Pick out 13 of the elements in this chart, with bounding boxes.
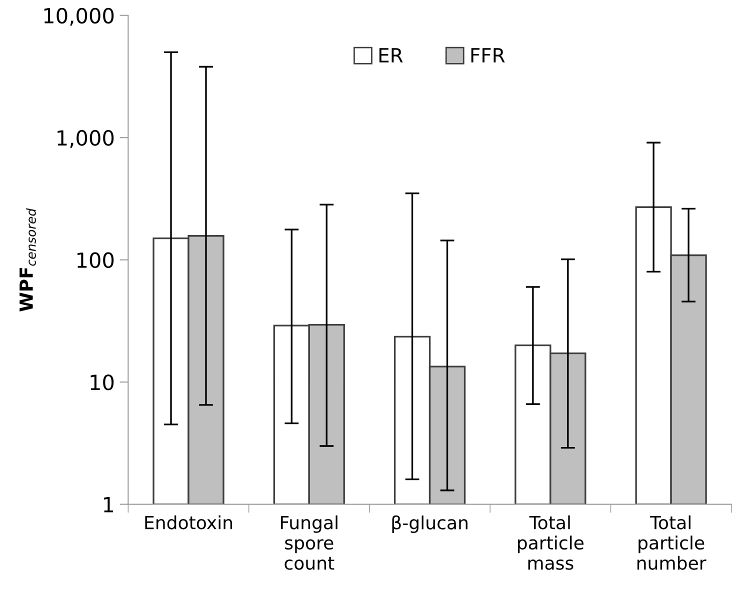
x-tick-label: β-glucan (392, 515, 468, 533)
x-tick-label: Total particle mass (518, 515, 584, 570)
y-tick-label: 100 (78, 252, 114, 268)
y-tick-label: 10 (90, 374, 114, 390)
y-tick-label: 1 (104, 497, 114, 512)
x-tick-label: Total particle number (637, 515, 706, 570)
legend-label: FFR (471, 48, 505, 62)
y-axis-title: WPF$_{censored}$ (20, 208, 36, 312)
y-tick-label: 10,000 (44, 8, 114, 26)
x-tick-label: Endotoxin (145, 515, 232, 530)
x-tick-label: Fungal spore count (281, 515, 338, 570)
legend-label: ER (379, 48, 403, 62)
y-tick-label: 1,000 (58, 130, 114, 148)
